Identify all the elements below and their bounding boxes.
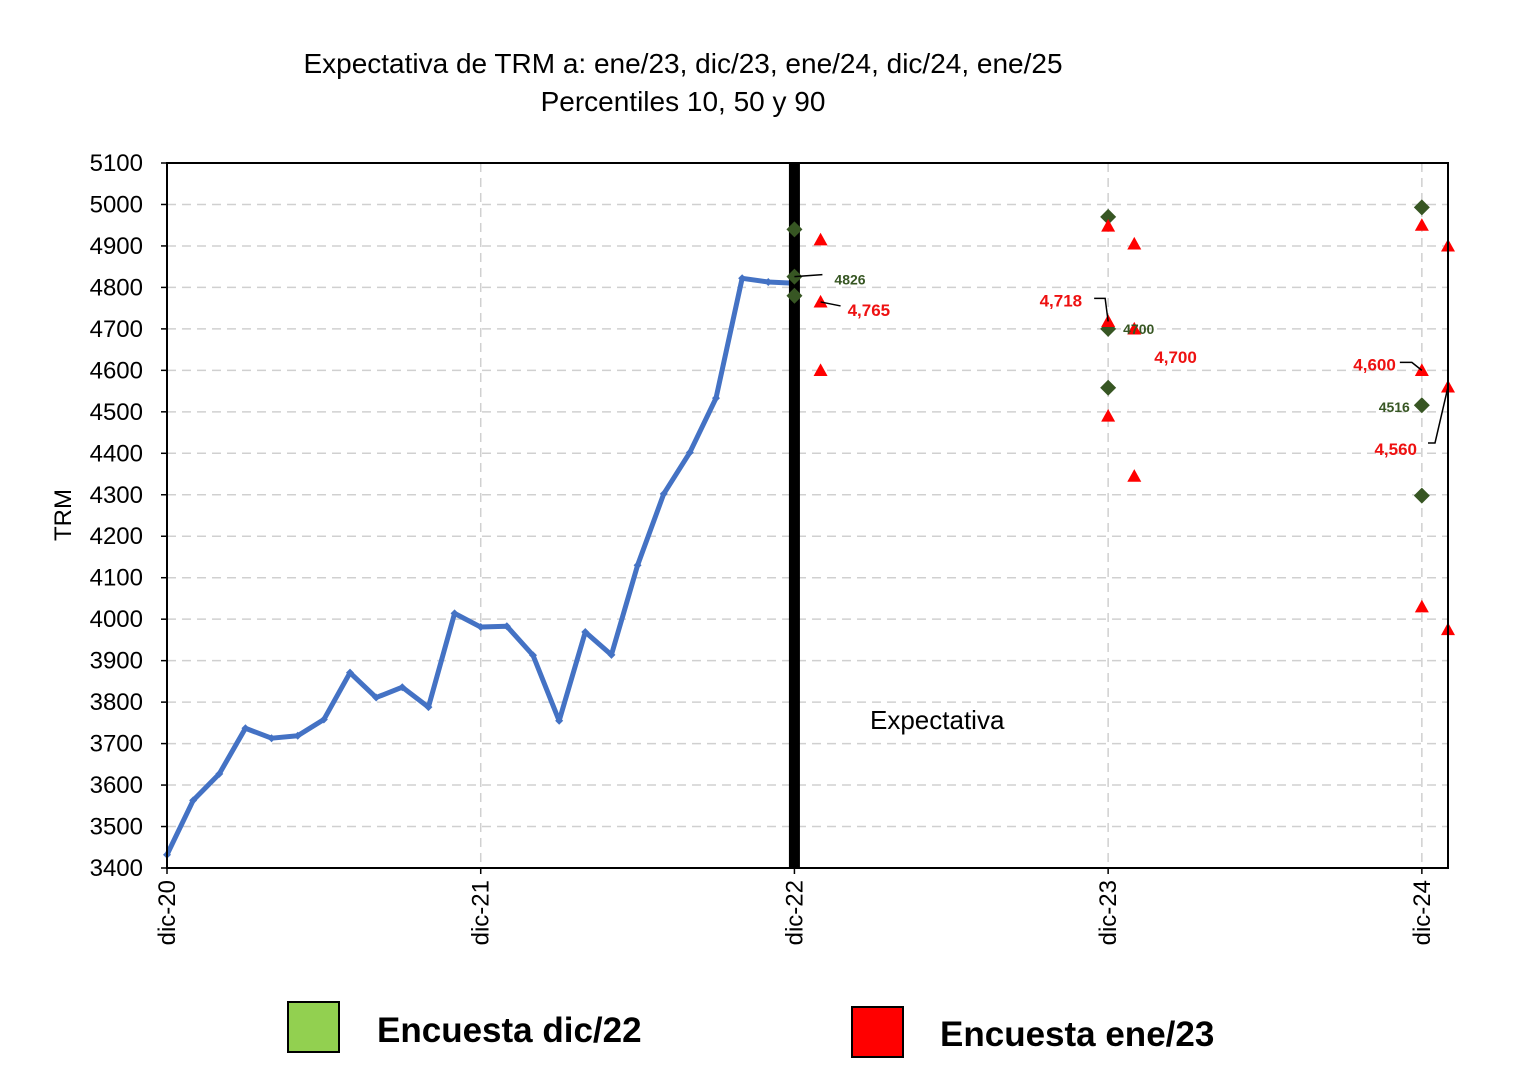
y-tick-label: 4400 xyxy=(90,440,143,467)
y-tick-label: 3500 xyxy=(90,814,143,841)
triangle-marker xyxy=(813,232,828,246)
historical-point xyxy=(346,668,354,677)
y-tick-label: 3900 xyxy=(90,648,143,675)
historical-point xyxy=(293,731,302,740)
survey-markers xyxy=(786,199,1455,636)
historical-point xyxy=(529,651,537,660)
y-axis-ticks: 3400 3500 3600 3700 3800 3900 4000 4100 4200 4300… xyxy=(90,150,167,882)
historical-point xyxy=(476,623,485,632)
annotation-leader xyxy=(794,273,823,278)
plot-frame xyxy=(166,162,1449,869)
historical-series xyxy=(163,274,799,859)
historical-point xyxy=(502,622,511,631)
y-axis-label: TRM xyxy=(50,489,77,541)
annotation-label: 4700 xyxy=(1123,321,1154,337)
x-axis-ticks: dic-20 dic-21 dic-22 dic-23 dic-24 xyxy=(154,868,1436,945)
legend-swatch-ene23 xyxy=(851,1006,904,1058)
gridlines xyxy=(167,163,1448,868)
historical-point xyxy=(633,561,642,570)
y-tick-label: 4000 xyxy=(90,606,143,633)
x-tick-label: dic-22 xyxy=(781,880,808,945)
y-tick-label: 4300 xyxy=(90,482,143,509)
y-tick-label: 3600 xyxy=(90,772,143,799)
x-tick-label: dic-24 xyxy=(1409,880,1436,945)
chart-subtitle: Percentiles 10, 50 y 90 xyxy=(541,86,826,117)
historical-point xyxy=(215,769,224,778)
annotation-label: 4516 xyxy=(1379,399,1410,415)
triangle-marker xyxy=(813,294,828,308)
historical-point xyxy=(189,796,198,805)
y-tick-label: 4800 xyxy=(90,274,143,301)
historical-point xyxy=(267,734,276,743)
diamond-marker xyxy=(1413,199,1430,216)
diamond-marker xyxy=(1100,379,1117,396)
y-tick-label: 3400 xyxy=(90,855,143,882)
y-tick-label: 4700 xyxy=(90,316,143,343)
y-tick-label: 5000 xyxy=(90,191,143,218)
annotation-label: 4,765 xyxy=(848,301,891,320)
triangle-marker xyxy=(1127,469,1142,482)
annotation-label: 4,718 xyxy=(1040,291,1083,310)
x-tick-label: dic-21 xyxy=(468,880,495,945)
triangle-marker xyxy=(1101,408,1116,422)
legend: Encuesta dic/22 Encuesta ene/23 xyxy=(287,1001,1214,1058)
y-tick-label: 3700 xyxy=(90,731,143,758)
historical-point xyxy=(712,394,720,403)
triangle-marker xyxy=(1414,599,1429,613)
historical-point xyxy=(319,715,328,724)
annotation-label: 4826 xyxy=(834,272,865,288)
annotation-leader xyxy=(1094,297,1109,322)
historical-point xyxy=(372,693,381,702)
divider-line xyxy=(788,163,800,868)
y-tick-label: 5100 xyxy=(90,150,143,177)
historical-point xyxy=(424,703,433,712)
region-label: Expectativa xyxy=(870,705,1005,735)
annotation-leader xyxy=(820,301,841,307)
historical-point xyxy=(241,724,250,733)
diamond-marker xyxy=(1100,208,1117,225)
legend-label-ene23: Encuesta ene/23 xyxy=(940,1015,1214,1054)
historical-point xyxy=(398,683,407,692)
historical-point xyxy=(764,278,773,287)
y-tick-label: 4200 xyxy=(90,523,143,550)
historical-point xyxy=(450,609,459,618)
historical-point xyxy=(555,716,564,725)
x-tick-label: dic-20 xyxy=(154,880,181,945)
annotation-leader xyxy=(1428,386,1449,444)
y-tick-label: 4500 xyxy=(90,399,143,426)
triangle-marker xyxy=(813,363,828,376)
legend-swatch-dic22 xyxy=(287,1001,340,1053)
diamond-marker xyxy=(1413,487,1430,504)
historical-point xyxy=(738,274,747,283)
chart-title: Expectativa de TRM a: ene/23, dic/23, en… xyxy=(303,48,1062,79)
triangle-marker xyxy=(1127,321,1142,335)
historical-point xyxy=(581,628,590,637)
x-tick-label: dic-23 xyxy=(1095,880,1122,945)
historical-point xyxy=(607,650,616,659)
triangle-marker xyxy=(1101,219,1116,232)
y-tick-label: 3800 xyxy=(90,689,143,716)
legend-label-dic22: Encuesta dic/22 xyxy=(377,1011,642,1050)
triangle-marker xyxy=(1414,218,1429,231)
annotation-label: 4,600 xyxy=(1353,355,1396,374)
y-tick-label: 4100 xyxy=(90,565,143,592)
annotation-leader xyxy=(1399,361,1423,371)
annotation-label: 4,560 xyxy=(1374,440,1417,459)
triangle-marker xyxy=(1127,236,1142,250)
historical-point xyxy=(685,448,694,457)
historical-point xyxy=(659,489,668,498)
y-tick-label: 4900 xyxy=(90,233,143,260)
y-tick-label: 4600 xyxy=(90,357,143,384)
diamond-marker xyxy=(1413,397,1430,414)
annotation-label: 4,700 xyxy=(1154,348,1197,367)
diamond-marker xyxy=(786,221,803,238)
diamond-marker xyxy=(786,287,803,304)
